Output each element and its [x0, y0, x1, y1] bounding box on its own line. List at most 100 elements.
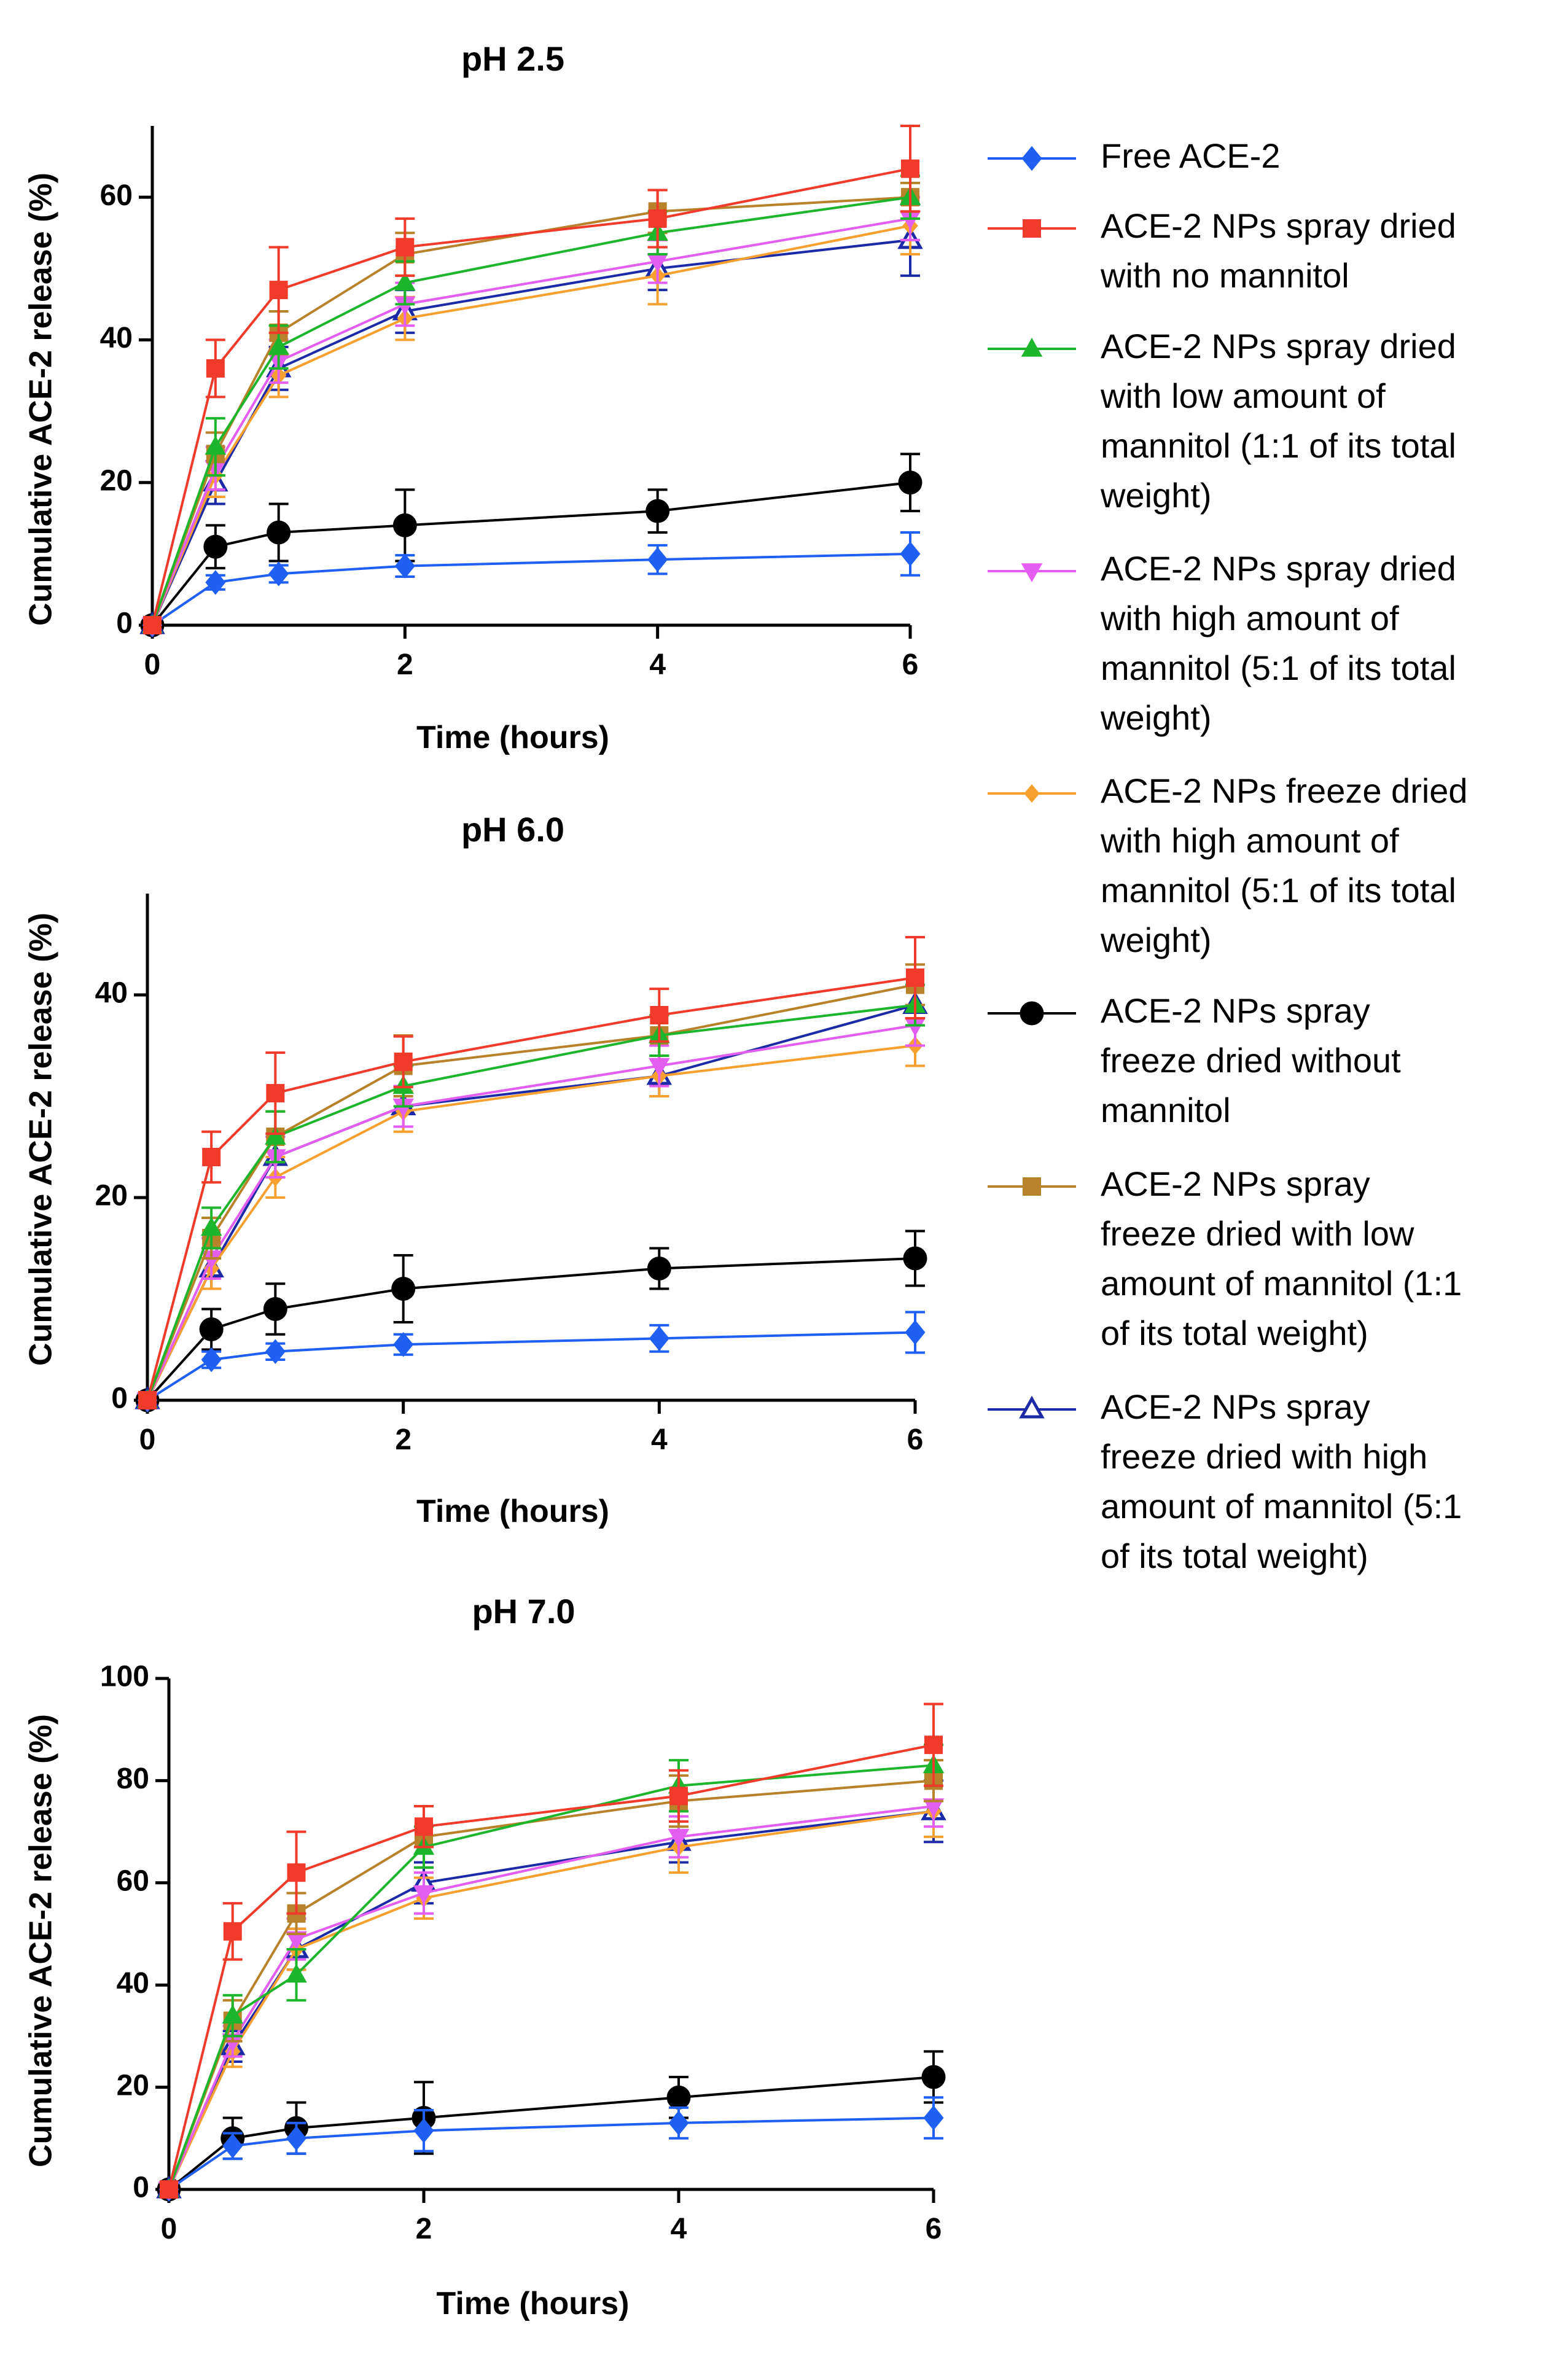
- legend-entry-free: Free ACE-2: [988, 136, 1281, 175]
- y-tick-label: 40: [100, 322, 133, 354]
- series-free: [142, 531, 921, 638]
- series-line-sd_none: [168, 1744, 934, 2190]
- data-point-sd_high: [413, 1885, 435, 1904]
- data-point-sd_none: [206, 359, 225, 378]
- legend-entry-sfd_none: ACE-2 NPs spray freeze dried without manni…: [988, 991, 1401, 1129]
- legend-label: with high amount of: [1100, 821, 1399, 860]
- data-point-sd_none: [223, 1922, 242, 1941]
- series-line-sfd_high: [151, 238, 911, 626]
- data-point-sfd_none: [903, 1246, 927, 1271]
- legend-label: ACE-2 NPs spray: [1101, 991, 1370, 1030]
- data-point-sd_none: [287, 1863, 306, 1882]
- data-point-sfd_none: [898, 470, 922, 495]
- legend-label: ACE-2 NPs spray: [1101, 1387, 1370, 1426]
- data-point-sd_none: [906, 968, 924, 987]
- data-point-sfd_none: [203, 534, 228, 559]
- series-line-free: [168, 2116, 934, 2191]
- series-line-fd_high: [146, 1044, 916, 1401]
- series-line-sfd_none: [151, 481, 911, 626]
- data-point-sd_none: [396, 238, 415, 257]
- series-line-sfd_none: [146, 1257, 916, 1401]
- legend-label: weight): [1100, 698, 1212, 737]
- series-line-sfd_none: [168, 2075, 934, 2191]
- legend-label: with no mannitol: [1100, 256, 1349, 295]
- data-point-sd_low: [394, 271, 416, 291]
- series-line-fd_high: [151, 224, 911, 626]
- data-point-free: [265, 1339, 286, 1365]
- data-point-sd_high: [904, 1017, 926, 1037]
- series-line-sd_high: [151, 217, 911, 626]
- series-sd_low: [136, 983, 926, 1408]
- x-tick-label: 0: [161, 2213, 177, 2245]
- legend-label: freeze dried with high: [1101, 1437, 1427, 1476]
- data-point-sd_none: [924, 1736, 943, 1755]
- data-point-sd_low: [205, 435, 227, 455]
- data-point-sd_none: [394, 1052, 413, 1071]
- chart-title: pH 7.0: [472, 1592, 575, 1631]
- x-tick-label: 6: [902, 649, 919, 681]
- data-point-sd_high: [649, 1058, 670, 1077]
- legend-label: ACE-2 NPs spray dried: [1101, 206, 1456, 245]
- data-point-sd_low: [286, 1963, 307, 1983]
- data-point-sd_none: [650, 1006, 669, 1024]
- legend-entry-sd_none: ACE-2 NPs spray dried with no mannitol: [988, 206, 1456, 295]
- legend-label: mannitol (1:1 of its total: [1101, 426, 1456, 465]
- legend-entry-sd_high: ACE-2 NPs spray dried with high amount of…: [988, 549, 1456, 737]
- data-point-sd_none: [266, 1084, 285, 1103]
- data-point-sd_high: [394, 296, 416, 316]
- x-tick-label: 2: [416, 2213, 432, 2245]
- series-sd_none: [160, 1702, 943, 2199]
- legend-label: weight): [1100, 921, 1212, 959]
- legend-marker-sd_high: [1021, 563, 1043, 582]
- data-point-sfd_none: [391, 1277, 416, 1301]
- y-tick-label: 100: [100, 1661, 149, 1693]
- data-point-free: [201, 1347, 222, 1373]
- series-line-free: [146, 1331, 916, 1401]
- data-point-free: [923, 2105, 944, 2130]
- series-sfd_high: [135, 983, 928, 1409]
- data-point-free: [393, 1332, 414, 1357]
- legend-label: ACE-2 NPs spray dried: [1101, 327, 1456, 365]
- series-line-sd_low: [168, 1764, 934, 2190]
- data-point-sd_none: [269, 281, 288, 300]
- x-tick-label: 4: [651, 1424, 668, 1456]
- series-fd_high: [161, 1784, 943, 2199]
- series-line-sd_low: [151, 196, 911, 626]
- y-tick-label: 0: [133, 2172, 149, 2204]
- chart-title: pH 6.0: [461, 810, 564, 849]
- x-tick-label: 6: [907, 1424, 924, 1456]
- legend-marker-fd_high: [1024, 784, 1040, 803]
- series-line-sd_high: [146, 1024, 916, 1401]
- series-fd_high: [144, 196, 920, 634]
- series-free: [158, 2096, 944, 2202]
- data-point-sfd_none: [263, 1297, 287, 1321]
- series-line-fd_high: [168, 1810, 934, 2190]
- series-line-free: [151, 552, 911, 626]
- x-axis-title: Time (hours): [416, 720, 609, 755]
- y-tick-label: 0: [116, 607, 133, 640]
- data-point-sd_high: [392, 1098, 414, 1118]
- x-tick-label: 4: [671, 2213, 687, 2245]
- legend-marker-sd_none: [1023, 219, 1041, 238]
- data-point-free: [668, 2110, 689, 2136]
- x-tick-label: 2: [397, 649, 413, 681]
- data-point-sd_none: [160, 2180, 178, 2199]
- data-point-sd_none: [415, 1817, 433, 1836]
- data-point-sfd_none: [646, 499, 670, 523]
- y-axis-title: Cumulative ACE-2 release (%): [23, 913, 59, 1366]
- data-point-sfd_none: [199, 1317, 224, 1341]
- data-point-sd_low: [200, 1217, 222, 1236]
- legend-label: freeze dried without: [1101, 1041, 1401, 1080]
- legend-label: amount of mannitol (5:1: [1101, 1487, 1462, 1526]
- legend-label: of its total weight): [1101, 1537, 1368, 1575]
- x-tick-label: 0: [139, 1424, 156, 1456]
- legend: Free ACE-2 ACE-2 NPs spray dried with no m…: [988, 136, 1468, 1575]
- legend-label: with high amount of: [1100, 599, 1399, 637]
- data-point-sd_high: [668, 1829, 690, 1848]
- chart-panel-1: pH 2.5 0 20 40 60 0 2 4 6 Time (hours) Cumulative …: [23, 39, 923, 755]
- legend-label: amount of mannitol (1:1: [1101, 1264, 1462, 1303]
- y-axis-title: Cumulative ACE-2 release (%): [23, 1714, 59, 2167]
- y-tick-label: 60: [100, 179, 133, 212]
- series-sfd_none: [140, 453, 922, 637]
- data-point-free: [394, 553, 415, 579]
